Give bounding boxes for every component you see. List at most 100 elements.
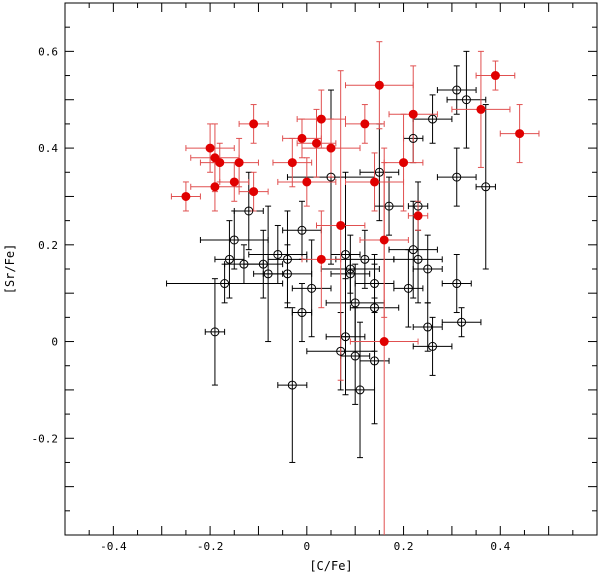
error-bar bbox=[330, 253, 371, 294]
y-tick-label: 0 bbox=[51, 336, 58, 349]
x-axis-label: [C/Fe] bbox=[309, 559, 352, 573]
data-point-open bbox=[258, 259, 268, 269]
data-point-open bbox=[370, 356, 380, 366]
data-point-filled bbox=[399, 158, 409, 168]
error-bars bbox=[166, 41, 540, 535]
error-bar bbox=[199, 210, 269, 270]
error-bar bbox=[412, 94, 453, 144]
data-point-open bbox=[224, 254, 234, 264]
error-bar bbox=[243, 229, 284, 299]
data-point-open bbox=[413, 254, 423, 264]
error-bar bbox=[475, 104, 496, 270]
x-tick-label: -0.2 bbox=[197, 540, 224, 553]
x-tick-label: -0.4 bbox=[100, 540, 127, 553]
data-point-open bbox=[408, 133, 418, 143]
error-bar bbox=[446, 50, 487, 149]
error-bar bbox=[248, 224, 308, 285]
data-point-open bbox=[428, 341, 438, 351]
data-point-open bbox=[229, 235, 239, 245]
data-point-filled bbox=[205, 143, 215, 153]
data-point-open bbox=[341, 249, 351, 259]
data-point-open bbox=[452, 279, 462, 289]
data-point-open bbox=[423, 264, 433, 274]
data-point-open bbox=[428, 114, 438, 124]
data-point-open bbox=[360, 254, 370, 264]
data-point-open bbox=[481, 182, 491, 192]
data-point-filled bbox=[215, 158, 225, 168]
error-bar bbox=[441, 307, 482, 338]
data-point-filled bbox=[374, 80, 384, 90]
data-point-open bbox=[239, 259, 249, 269]
error-bar bbox=[412, 302, 443, 352]
data-point-filled bbox=[336, 220, 346, 230]
data-point-filled bbox=[316, 254, 326, 264]
data-point-open bbox=[384, 201, 394, 211]
data-point-open bbox=[452, 85, 462, 95]
y-axis-ticks: -0.2 0 0.2 0.4 0.6 bbox=[32, 2, 597, 536]
x-tick-label: 0 bbox=[304, 540, 311, 553]
y-tick-label: 0.6 bbox=[38, 45, 58, 58]
x-tick-label: 0.2 bbox=[394, 540, 414, 553]
data-point-open bbox=[457, 317, 467, 327]
data-point-open bbox=[341, 332, 351, 342]
error-bar bbox=[436, 147, 477, 207]
data-point-open bbox=[350, 298, 360, 308]
data-point-filled bbox=[476, 104, 486, 114]
data-point-open bbox=[297, 308, 307, 318]
data-point-filled bbox=[249, 187, 259, 197]
data-point-filled bbox=[515, 129, 525, 139]
data-point-open bbox=[220, 279, 230, 289]
data-point-open bbox=[345, 269, 355, 279]
error-bar bbox=[277, 307, 308, 463]
y-tick-label: 0.2 bbox=[38, 239, 58, 252]
error-bar bbox=[262, 244, 313, 304]
data-point-open bbox=[452, 172, 462, 182]
error-bar bbox=[291, 283, 313, 343]
y-tick-label: -0.2 bbox=[32, 432, 59, 445]
error-bar bbox=[359, 123, 400, 222]
data-point-filled bbox=[210, 182, 220, 192]
data-point-open bbox=[370, 303, 380, 313]
error-bar bbox=[204, 278, 226, 386]
data-point-open bbox=[282, 269, 292, 279]
data-point-filled bbox=[408, 109, 418, 119]
data-point-open bbox=[326, 172, 336, 182]
y-tick-label: 0.4 bbox=[38, 142, 58, 155]
data-point-filled bbox=[413, 211, 423, 221]
data-point-filled bbox=[249, 119, 259, 129]
data-point-filled bbox=[229, 177, 239, 187]
error-bar bbox=[412, 316, 453, 376]
error-bar bbox=[441, 253, 472, 314]
data-point-filled bbox=[379, 235, 389, 245]
error-bar bbox=[325, 263, 385, 343]
data-point-filled bbox=[297, 133, 307, 143]
data-point-filled bbox=[181, 191, 191, 201]
error-bar bbox=[388, 200, 438, 299]
error-bar bbox=[282, 200, 322, 260]
data-point-open bbox=[413, 201, 423, 211]
data-points bbox=[181, 71, 525, 395]
data-point-filled bbox=[379, 337, 389, 347]
x-tick-label: 0.4 bbox=[490, 540, 510, 553]
data-point-open bbox=[273, 249, 283, 259]
data-point-open bbox=[355, 385, 365, 395]
data-point-filled bbox=[287, 158, 297, 168]
data-point-open bbox=[350, 351, 360, 361]
data-point-open bbox=[244, 206, 254, 216]
data-point-filled bbox=[311, 138, 321, 148]
data-point-filled bbox=[302, 177, 312, 187]
data-point-open bbox=[345, 264, 355, 274]
data-point-filled bbox=[326, 143, 336, 153]
data-point-filled bbox=[234, 158, 244, 168]
data-point-open bbox=[423, 322, 433, 332]
data-point-open bbox=[307, 283, 317, 293]
data-point-filled bbox=[370, 177, 380, 187]
data-point-filled bbox=[490, 71, 500, 81]
data-point-open bbox=[336, 346, 346, 356]
data-point-open bbox=[263, 269, 273, 279]
error-bar bbox=[166, 263, 284, 304]
data-point-open bbox=[297, 225, 307, 235]
data-point-open bbox=[461, 95, 471, 105]
data-point-open bbox=[374, 167, 384, 177]
